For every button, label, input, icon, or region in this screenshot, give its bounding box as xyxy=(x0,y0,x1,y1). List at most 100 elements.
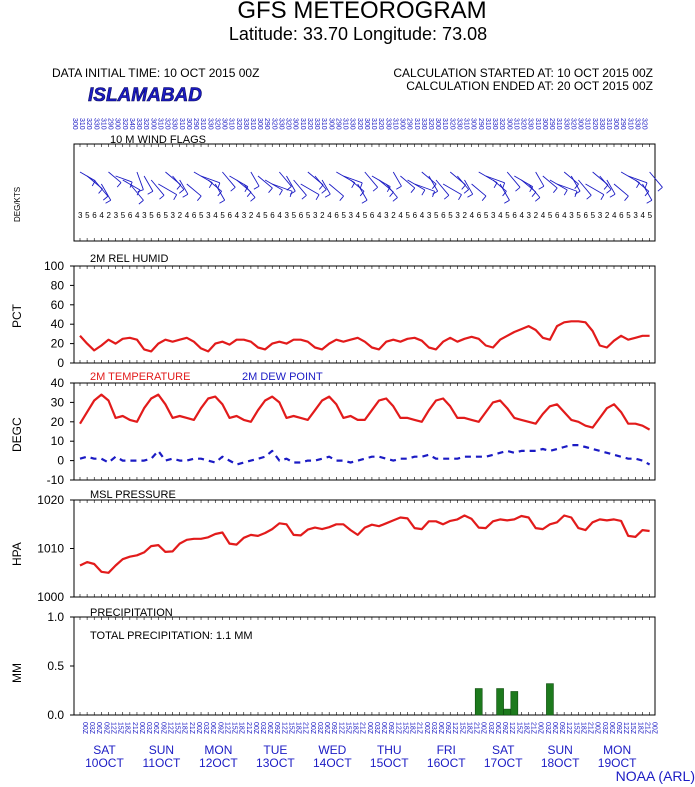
humidity-line xyxy=(79,320,650,353)
wind-barb-flag xyxy=(431,183,437,189)
day-date-label: 19OCT xyxy=(598,756,637,770)
humidity-y-tick-label: 80 xyxy=(51,278,65,292)
hour-tick-label: 03Z xyxy=(487,722,494,735)
wind-dir-label: 290 xyxy=(192,118,199,130)
wind-dir-label: 320 xyxy=(270,118,277,130)
hour-tick-label: 06Z xyxy=(437,722,444,735)
wind-dir-label: 300 xyxy=(71,118,78,130)
wind-barb xyxy=(364,171,379,188)
wind-dir-label: 310 xyxy=(463,118,470,130)
wind-barb-flag xyxy=(396,185,402,190)
wind-dir-label: 330 xyxy=(277,118,284,130)
wind-barb-flag xyxy=(268,187,273,193)
hour-tick-label: 12Z xyxy=(508,722,515,735)
wind-speed-digit: 4 xyxy=(541,211,546,220)
hour-tick-label: 21Z xyxy=(587,722,594,735)
wind-barb-flag xyxy=(137,189,144,193)
hour-tick-label: 03Z xyxy=(259,722,266,735)
pressure-y-tick-label: 1000 xyxy=(37,590,64,604)
wind-barb xyxy=(563,171,579,185)
hour-tick-label: 15Z xyxy=(344,722,351,735)
wind-barb xyxy=(272,183,293,192)
wind-dir-label: 300 xyxy=(434,118,441,130)
wind-barb xyxy=(414,183,435,192)
wind-speed-digit: 6 xyxy=(128,211,133,220)
wind-speed-digit: 6 xyxy=(192,211,197,220)
wind-barb-flag xyxy=(324,193,331,198)
hour-tick-label: 03Z xyxy=(430,722,437,735)
wind-barb-flag xyxy=(91,180,96,187)
precip-y-tick-label: 0.5 xyxy=(47,659,64,673)
page-title: GFS METEOROGRAM xyxy=(237,0,486,24)
hour-tick-label: 12Z xyxy=(622,722,629,735)
wind-barb-flag xyxy=(609,193,616,198)
wind-dir-label: 310 xyxy=(413,118,420,130)
wind-barb-flag xyxy=(361,199,368,204)
hour-tick-label: 06Z xyxy=(152,722,159,735)
pressure-panel-title: MSL PRESSURE xyxy=(90,489,176,501)
wind-barb xyxy=(635,179,650,192)
hour-tick-label: 18Z xyxy=(579,722,586,735)
wind-speed-digit: 3 xyxy=(633,211,638,220)
wind-speed-digit: 5 xyxy=(448,211,453,220)
hour-tick-label: 15Z xyxy=(287,722,294,735)
day-of-week-label: MON xyxy=(603,743,631,757)
wind-barb-flag xyxy=(289,190,296,195)
wind-speed-digit: 5 xyxy=(363,211,368,220)
wind-speed-digit: 5 xyxy=(292,211,297,220)
wind-dir-label: 330 xyxy=(171,118,178,130)
hour-tick-label: 00Z xyxy=(138,722,145,735)
wind-speed-digit: 6 xyxy=(413,211,418,220)
wind-barb-flag xyxy=(392,197,398,202)
wind-dir-label: 330 xyxy=(455,118,462,130)
wind-speed-digit: 3 xyxy=(569,211,574,220)
wind-dir-label: 330 xyxy=(206,118,213,130)
time-axis-layer: 00Z 03Z 06Z 09Z 12Z 15Z 18Z 21Z 00Z 03Z 06Z 09Z 12Z 1… xyxy=(81,722,658,770)
wind-dir-label: 330 xyxy=(135,118,142,130)
wind-barb-flag xyxy=(529,186,534,193)
hour-tick-label: 09Z xyxy=(273,722,280,735)
wind-dir-label: 300 xyxy=(363,118,370,130)
hour-tick-label: 09Z xyxy=(444,722,451,735)
wind-dir-label: 320 xyxy=(591,118,598,130)
wind-barb-flag xyxy=(553,187,558,193)
wind-speed-digit: 4 xyxy=(420,211,425,220)
hour-tick-label: 12Z xyxy=(394,722,401,735)
precip-panel-title: PRECIPITATION xyxy=(90,607,173,619)
hour-tick-label: 15Z xyxy=(515,722,522,735)
temperature-line xyxy=(79,393,651,431)
wind-dir-label: 300 xyxy=(114,118,121,130)
wind-barb xyxy=(606,179,616,195)
wind-speed-digit: 3 xyxy=(142,211,147,220)
wind-speed-digit: 4 xyxy=(398,211,403,220)
wind-barb-flag xyxy=(502,191,507,197)
wind-barb-flag xyxy=(246,191,252,197)
wind-barb xyxy=(499,183,510,201)
hour-tick-label: 06Z xyxy=(266,722,273,735)
wind-barb xyxy=(243,183,256,198)
wind-dir-label: 320 xyxy=(306,118,313,130)
hour-tick-label: 00Z xyxy=(81,722,88,735)
wind-speed-digit: 3 xyxy=(455,211,460,220)
wind-speed-digit: 6 xyxy=(584,211,589,220)
wind-dir-label: 290 xyxy=(263,118,270,130)
wind-barb xyxy=(613,183,629,197)
hour-tick-label: 06Z xyxy=(608,722,615,735)
wind-barb-flag xyxy=(159,194,165,200)
wind-barb xyxy=(585,183,605,195)
wind-barb-flag xyxy=(253,185,260,190)
wind-speed-digit: 3 xyxy=(349,211,354,220)
wind-dir-label: 330 xyxy=(562,118,569,130)
hour-tick-label: 15Z xyxy=(231,722,238,735)
wind-barb xyxy=(200,175,220,184)
wind-dir-label: 300 xyxy=(399,118,406,130)
wind-speed-digit: 6 xyxy=(270,211,275,220)
wind-barb-flag xyxy=(217,191,222,197)
wind-barb xyxy=(528,183,541,198)
wind-speed-digit: 2 xyxy=(391,211,396,220)
humidity-panel-title: 2M REL HUMID xyxy=(90,253,168,265)
day-of-week-label: WED xyxy=(318,743,346,757)
wind-barb-flag xyxy=(606,189,612,194)
hour-tick-label: 09Z xyxy=(216,722,223,735)
